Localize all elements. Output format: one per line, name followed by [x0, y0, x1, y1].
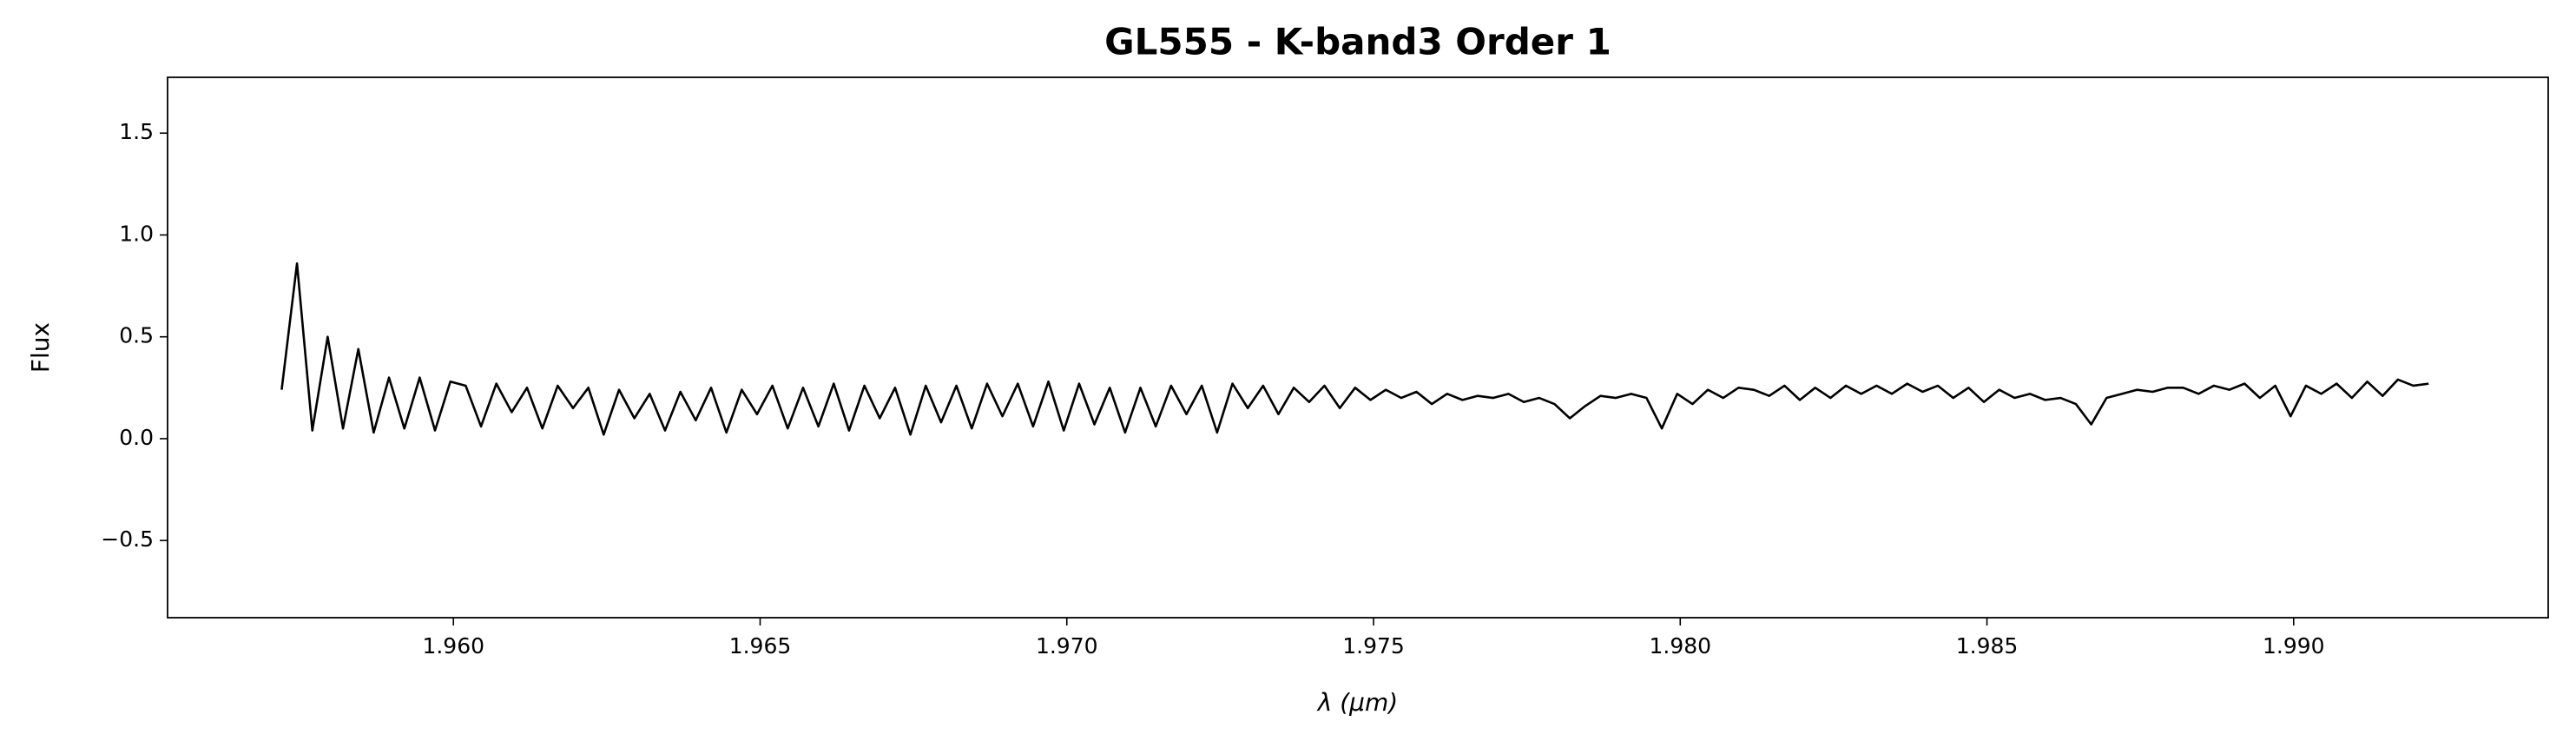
y-tick-label: 0.0 — [119, 425, 154, 450]
x-tick-label: 1.975 — [1342, 633, 1405, 659]
chart-title: GL555 - K-band3 Order 1 — [1104, 21, 1611, 63]
y-tick-label: 1.5 — [119, 119, 154, 144]
plot-frame — [167, 76, 2549, 619]
y-axis-label: Flux — [26, 322, 55, 373]
x-tick-label: 1.985 — [1956, 633, 2019, 659]
x-tick-label: 1.990 — [2263, 633, 2325, 659]
y-tick-label: 1.0 — [119, 221, 154, 246]
x-tick-label: 1.965 — [729, 633, 792, 659]
spectrum-line — [280, 261, 2429, 436]
x-tick-label: 1.970 — [1036, 633, 1098, 659]
x-axis-label: λ (μm) — [1316, 688, 1398, 717]
y-tick-label: −0.5 — [101, 526, 154, 552]
x-tick-label: 1.960 — [422, 633, 484, 659]
y-tick-label: 0.5 — [119, 323, 154, 348]
x-tick-label: 1.980 — [1649, 633, 1711, 659]
